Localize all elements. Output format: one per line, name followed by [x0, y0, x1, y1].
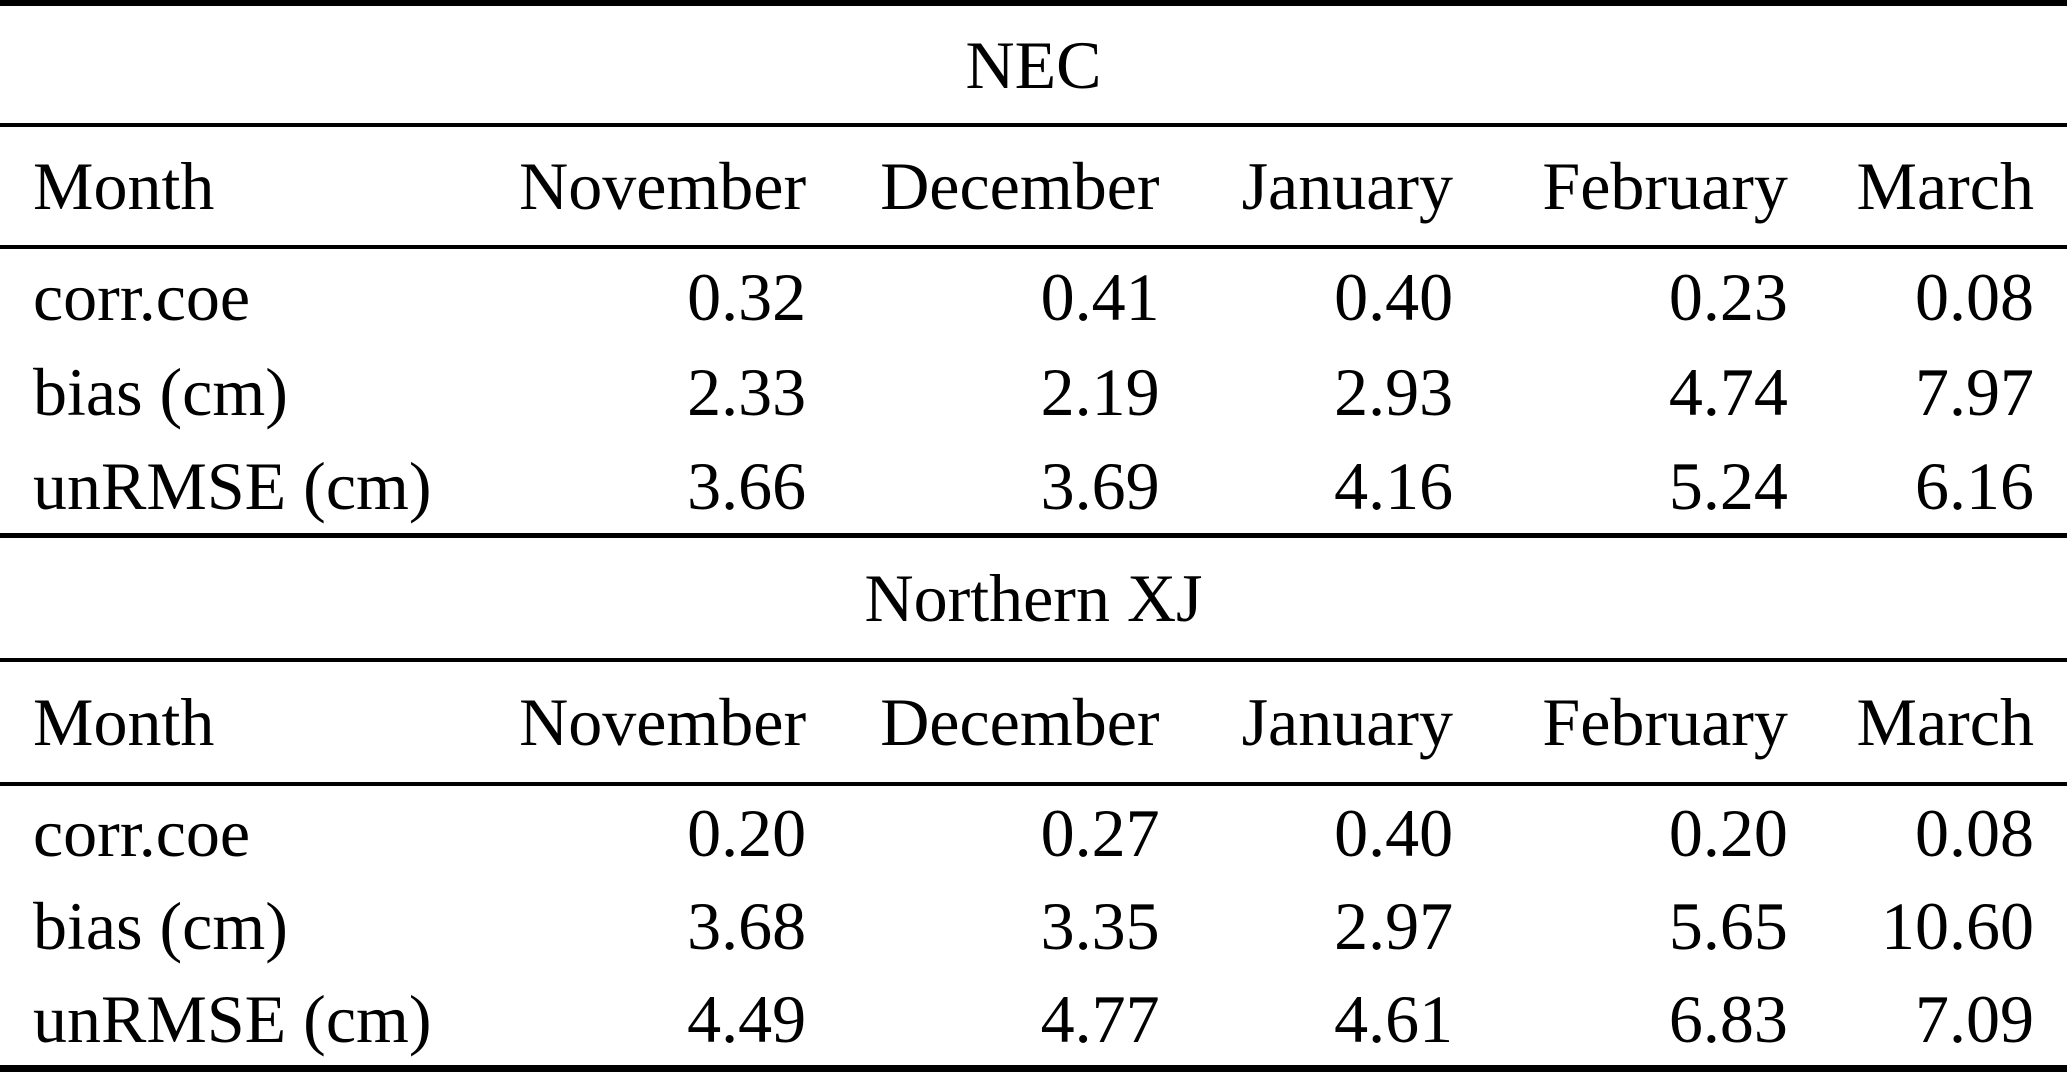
table-row: corr.coe 0.32 0.41 0.40 0.23 0.08: [0, 247, 2067, 344]
cell: 0.20: [687, 794, 807, 871]
table-row: unRMSE (cm) 4.49 4.77 4.61 6.83 7.09: [0, 972, 2067, 1065]
column-header-march: March: [1787, 125, 2067, 249]
table-row: Month November December January February…: [0, 125, 2067, 249]
row-label: unRMSE (cm): [33, 448, 432, 524]
row-label: bias (cm): [33, 353, 288, 430]
northern-xj-section-table: Northern XJ Month November December Janu…: [0, 538, 2067, 1065]
column-header-march: March: [1787, 660, 2067, 786]
section-title-nec: NEC: [0, 6, 2067, 127]
column-header-month: Month: [0, 125, 459, 249]
cell: 2.93: [1334, 353, 1454, 430]
row-label: unRMSE (cm): [33, 980, 432, 1057]
cell: 10.60: [1881, 887, 2034, 964]
cell: 7.97: [1915, 353, 2034, 430]
column-header-month: Month: [0, 660, 459, 786]
nec-section-table: NEC Month November December January Febr…: [0, 6, 2067, 533]
cell: 4.77: [1040, 980, 1160, 1057]
cell: 4.16: [1334, 448, 1454, 524]
cell: 5.24: [1668, 448, 1788, 524]
row-label: bias (cm): [33, 887, 288, 964]
cell: 4.61: [1334, 980, 1454, 1057]
cell: 0.32: [687, 258, 807, 335]
cell: 2.33: [687, 353, 807, 430]
cell: 0.40: [1334, 258, 1454, 335]
table-row: bias (cm) 2.33 2.19 2.93 4.74 7.97: [0, 344, 2067, 439]
section-title-northern-xj: Northern XJ: [0, 538, 2067, 662]
column-header-december: December: [806, 125, 1160, 249]
cell: 2.97: [1334, 887, 1454, 964]
cell: 3.69: [1040, 448, 1160, 524]
cell: 2.19: [1040, 353, 1160, 430]
cell: 0.40: [1334, 794, 1454, 871]
column-header-january: January: [1159, 125, 1454, 249]
cell: 0.08: [1915, 258, 2034, 335]
cell: 3.35: [1040, 887, 1160, 964]
table-row: bias (cm) 3.68 3.35 2.97 5.65 10.60: [0, 879, 2067, 972]
column-header-january: January: [1159, 660, 1454, 786]
cell: 4.49: [687, 980, 807, 1057]
table-row: corr.coe 0.20 0.27 0.40 0.20 0.08: [0, 784, 2067, 879]
table-row: Month November December January February…: [0, 660, 2067, 786]
cell: 6.16: [1915, 448, 2034, 524]
column-header-november: November: [458, 125, 807, 249]
row-label: corr.coe: [33, 794, 251, 871]
column-header-february: February: [1453, 660, 1788, 786]
cell: 5.65: [1668, 887, 1788, 964]
column-header-february: February: [1453, 125, 1788, 249]
section-divider-rule: [0, 533, 2067, 538]
column-header-december: December: [806, 660, 1160, 786]
table-row: NEC: [0, 6, 2067, 127]
cell: 0.08: [1915, 794, 2034, 871]
cell: 4.74: [1668, 353, 1788, 430]
cell: 7.09: [1915, 980, 2034, 1057]
cell: 6.83: [1668, 980, 1788, 1057]
cell: 0.23: [1668, 258, 1788, 335]
cell: 0.41: [1040, 258, 1160, 335]
cell: 0.27: [1040, 794, 1160, 871]
cell: 3.68: [687, 887, 807, 964]
column-header-november: November: [458, 660, 807, 786]
table-row: unRMSE (cm) 3.66 3.69 4.16 5.24 6.16: [0, 439, 2067, 533]
row-label: corr.coe: [33, 258, 251, 335]
cell: 0.20: [1668, 794, 1788, 871]
cell: 3.66: [687, 448, 807, 524]
table-row: Northern XJ: [0, 538, 2067, 662]
